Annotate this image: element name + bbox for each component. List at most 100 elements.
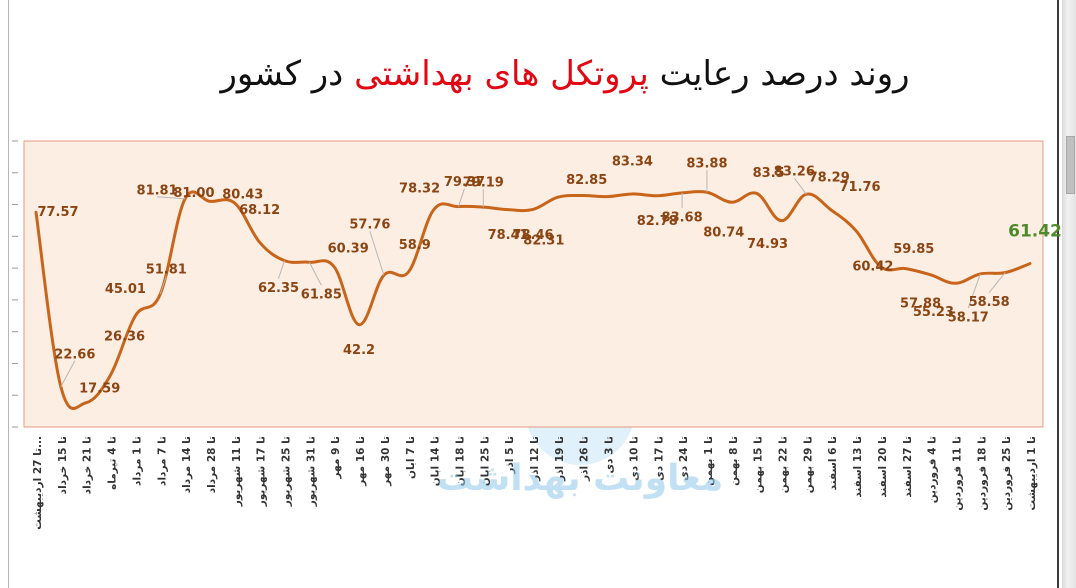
x-tick-label: تا 18 فروردین: [976, 436, 988, 511]
data-label: 51.81: [146, 263, 187, 278]
data-label: 61.42: [1008, 222, 1062, 242]
data-label-leader: [369, 231, 385, 276]
data-label: 82.78: [637, 214, 678, 229]
data-label: 26.36: [104, 330, 145, 345]
x-tick-label: تا 26 اذر: [579, 436, 591, 482]
data-label: 78.32: [399, 181, 440, 196]
data-label: 81.00: [173, 186, 214, 201]
data-label: 78.46: [512, 228, 553, 243]
data-label-leader: [278, 260, 285, 279]
data-label: 82.85: [566, 173, 607, 188]
data-label: 17.59: [79, 381, 120, 396]
plot-area: [23, 140, 1044, 428]
x-tick-label: تا 24 دی: [678, 436, 690, 481]
data-label: 79.37: [444, 175, 485, 190]
data-label: 57.76: [349, 218, 390, 233]
data-label: 58.17: [948, 310, 989, 325]
x-tick-label: تا 3 دی: [604, 436, 616, 474]
title-part-2: در کشور: [220, 54, 344, 94]
slide-left-edge: [8, 0, 9, 588]
data-label: 42.2: [343, 343, 375, 358]
x-tick-label: تا 1 اردیبهشت: [1026, 436, 1038, 511]
data-label: 81.81: [137, 183, 178, 198]
x-tick-label: تا 28 مرداد: [206, 436, 218, 493]
data-label: 74.93: [747, 237, 788, 252]
x-tick-label: تا 19 اذر: [554, 436, 566, 482]
x-tick-label: تا 4 تیرماه: [107, 436, 119, 490]
x-tick-label: تا 7 ابان: [405, 436, 417, 479]
data-label: 60.39: [328, 241, 369, 256]
data-label: 45.01: [105, 282, 146, 297]
data-label: 77.57: [37, 205, 78, 220]
x-tick-label: تا 25 فروردین: [1001, 436, 1013, 511]
data-label-leader: [793, 177, 807, 195]
data-label: 60.42: [852, 259, 893, 274]
data-label: 62.35: [258, 281, 299, 296]
data-label: 80.74: [703, 226, 744, 241]
x-tick-label: تا 11 شهریور: [231, 436, 243, 507]
data-label: 78.29: [809, 170, 850, 185]
x-tick-label: تا 7 مرداد: [156, 436, 168, 486]
title-highlight: پروتکل های بهداشتی: [354, 54, 649, 94]
scrollbar-thumb[interactable]: [1066, 136, 1075, 194]
x-tick-label: تا 16 مهر: [355, 436, 367, 487]
data-label: 83.68: [662, 210, 703, 225]
x-tick-label: تا 14 ابان: [430, 436, 442, 486]
x-tick-label: تا 25 ابان: [479, 436, 491, 486]
x-tick-label: تا 18 ابان: [454, 436, 466, 486]
chart-title: روند درصد رعایت پروتکل های بهداشتی در کش…: [120, 54, 1010, 94]
x-tick-label: تا 27 اردیبهشت...: [32, 436, 44, 530]
data-label-leader: [157, 196, 186, 200]
x-tick-label: تا 29 بهمن: [802, 436, 814, 493]
data-label: 83.34: [612, 154, 653, 169]
data-label: 59.85: [893, 242, 934, 257]
data-label: 83.88: [686, 157, 727, 172]
x-tick-label: تا 13 اسفند: [852, 436, 864, 498]
x-tick-label: تا 31 شهریور: [305, 436, 317, 507]
data-label: 79.19: [463, 176, 504, 191]
x-tick-label: تا 1 مرداد: [131, 436, 143, 486]
x-tick-label: تا 20 اسفند: [877, 436, 889, 498]
data-label-leader: [159, 275, 167, 295]
x-tick-label: تا 5 اذر: [504, 436, 516, 475]
x-tick-label: تا 27 اسفند: [902, 436, 914, 498]
data-label: 55.23: [913, 305, 954, 320]
x-tick-label: تا 12 اذر: [529, 436, 541, 482]
x-tick-label: تا 15 خرداد: [57, 436, 69, 494]
x-tick-label: تا 25 شهریور: [281, 436, 293, 507]
data-label-leader: [967, 273, 981, 309]
data-label: 61.85: [301, 288, 342, 303]
watermark-text: معاونت بهداشت: [436, 458, 724, 499]
x-tick-label: تا 21 خرداد: [82, 436, 94, 494]
x-tick-label: تا 17 شهریور: [256, 436, 268, 507]
x-tick-label: تا 4 فروردین: [927, 436, 939, 503]
data-label: 58.58: [969, 295, 1010, 310]
data-label: 57.88: [900, 296, 941, 311]
data-label: 22.66: [54, 347, 95, 362]
data-label-leader: [308, 262, 322, 286]
x-tick-label: تا 10 دی: [628, 436, 640, 481]
data-label: 58.9: [399, 238, 431, 253]
data-label: 83.26: [774, 165, 815, 180]
x-tick-label: تا 11 فروردین: [951, 436, 963, 511]
x-tick-label: تا 8 بهمن: [728, 436, 740, 486]
x-tick-label: تا 6 اسفند: [827, 436, 839, 490]
data-label-leader: [60, 360, 76, 388]
data-label: 68.12: [239, 203, 280, 218]
x-tick-label: تا 15 بهمن: [753, 436, 765, 493]
x-tick-label: تا 22 بهمن: [778, 436, 790, 493]
data-label: 71.76: [839, 180, 880, 195]
data-label: 78.41: [488, 228, 529, 243]
data-label: 82.31: [523, 234, 564, 249]
x-tick-label: تا 9 مهر: [330, 436, 342, 480]
x-tick-label: تا 30 مهر: [380, 436, 392, 487]
x-tick-label: تا 17 دی: [653, 436, 665, 481]
data-label-leader: [988, 272, 1006, 293]
data-label-leader: [457, 188, 465, 207]
x-tick-label: تا 1 بهمن: [703, 436, 715, 486]
title-part-1: روند درصد رعایت: [659, 54, 910, 94]
data-label: 80.43: [222, 188, 263, 203]
x-tick-label: تا 14 مرداد: [181, 436, 193, 493]
